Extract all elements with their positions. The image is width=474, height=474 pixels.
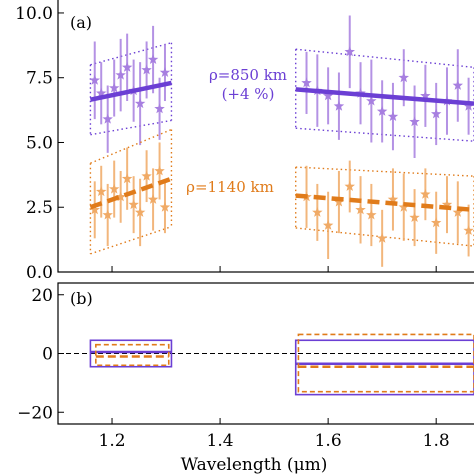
- x-tick-label: 1.2: [99, 431, 126, 451]
- data-point-star: [431, 108, 442, 119]
- data-point-star: [96, 186, 107, 197]
- data-point-star: [102, 113, 113, 124]
- residual-box: [297, 333, 474, 393]
- data-point-star: [89, 74, 100, 85]
- data-point-star: [409, 116, 420, 127]
- band-upper: [90, 128, 172, 164]
- data-point-star: [147, 194, 159, 204]
- data-point-star: [463, 100, 474, 111]
- data-point-star: [333, 196, 345, 207]
- data-point-star: [366, 209, 377, 220]
- data-point-star: [376, 105, 388, 116]
- data-point-star: [134, 98, 146, 109]
- data-point-star: [89, 204, 100, 215]
- fit-line: [89, 80, 172, 102]
- data-point-star: [115, 191, 126, 202]
- data-point-star: [141, 64, 152, 75]
- x-axis-title: Wavelength (μm): [181, 455, 328, 474]
- data-point-star: [398, 72, 409, 83]
- panel-b: −20 0 20 1.2 1.4 1.6 1.8 (b) Wavelength (μm): [17, 282, 474, 474]
- y-tick-label: −20: [17, 403, 53, 423]
- data-point-star: [420, 188, 431, 199]
- fit-line: [295, 193, 474, 213]
- residual-box: [95, 343, 170, 367]
- data-point-star: [102, 209, 113, 220]
- data-point-star: [409, 212, 420, 222]
- x-tick-label: 1.4: [207, 431, 234, 451]
- panel-a-frame: [57, 0, 474, 273]
- data-point-star: [109, 82, 120, 93]
- residual-box: [294, 339, 474, 396]
- data-point-star: [115, 69, 126, 80]
- data-point-star: [420, 90, 431, 101]
- data-point-star: [301, 77, 312, 88]
- data-point-star: [134, 206, 146, 217]
- data-point-star: [344, 46, 355, 57]
- fit-line: [295, 87, 474, 106]
- data-point-star: [431, 217, 442, 228]
- y-tick-label: 2.5: [26, 198, 53, 218]
- data-point-star: [452, 206, 463, 217]
- panel-label-a: (a): [70, 13, 92, 32]
- data-point-star: [159, 67, 171, 77]
- data-point-star: [128, 199, 139, 210]
- data-point-star: [147, 54, 159, 64]
- data-point-star: [463, 225, 474, 235]
- panel-a: 0.0 2.5 5.0 7.5 10.0 (a) ρ=850 km(+4 %) ρ=1140 …: [15, 0, 474, 283]
- data-point-star: [366, 95, 377, 106]
- x-tick-label: 1.6: [315, 431, 342, 451]
- annotation-rho-1140: ρ=1140 km: [186, 178, 274, 196]
- band-lower: [295, 227, 474, 247]
- y-tick-label: 0.0: [26, 263, 53, 283]
- data-point-star: [452, 80, 463, 90]
- panel-label-b: (b): [70, 289, 93, 308]
- data-point-star: [333, 100, 345, 111]
- data-point-star: [154, 165, 165, 176]
- annotation-percent: (+4 %): [222, 85, 275, 103]
- residual-box: [89, 339, 173, 368]
- data-point-star: [154, 103, 165, 114]
- data-point-star: [109, 183, 120, 194]
- x-tick-label: 1.8: [423, 431, 450, 451]
- data-point-star: [121, 61, 133, 72]
- annotation-rho-850: ρ=850 km: [209, 66, 287, 84]
- data-point-star: [355, 204, 366, 215]
- y-tick-label: 10.0: [15, 4, 53, 24]
- band-lower: [90, 226, 172, 255]
- data-point-star: [121, 173, 133, 184]
- data-point-star: [312, 206, 323, 217]
- data-point-star: [141, 170, 152, 181]
- fit-line: [89, 176, 173, 210]
- data-point-star: [376, 232, 388, 243]
- data-point-star: [387, 194, 399, 204]
- data-point-star: [441, 199, 453, 210]
- y-tick-label: 20: [31, 286, 53, 306]
- data-point-star: [96, 87, 107, 98]
- band-upper: [90, 42, 172, 66]
- data-point-star: [344, 181, 355, 191]
- band-lower: [295, 127, 474, 142]
- data-point-star: [159, 201, 171, 212]
- band-upper: [295, 166, 474, 177]
- data-point-star: [398, 201, 409, 212]
- band-lower: [90, 119, 172, 136]
- data-point-star: [322, 219, 334, 230]
- data-point-star: [322, 90, 334, 101]
- band-upper: [295, 48, 474, 69]
- y-tick-label: 5.0: [26, 133, 53, 153]
- data-point-star: [387, 111, 399, 121]
- y-tick-label: 7.5: [26, 69, 53, 89]
- y-tick-label: 0: [42, 345, 53, 365]
